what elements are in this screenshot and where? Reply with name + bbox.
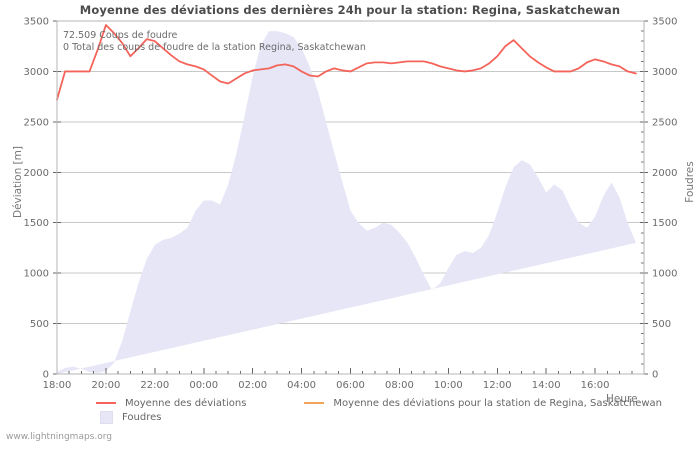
xtick-label-0000: 00:00 <box>189 380 218 391</box>
ytick-label-right-1500: 1500 <box>652 218 677 229</box>
chart-legend: Moyenne des déviations Moyenne des dévia… <box>96 396 666 424</box>
legend-row-1: Moyenne des déviations Moyenne des dévia… <box>96 396 666 410</box>
area-series-strokes <box>57 31 636 375</box>
xtick-label-2200: 22:00 <box>140 380 169 391</box>
ytick-label-left-2500: 2500 <box>24 117 49 128</box>
x-axis-label: Heure <box>606 393 638 405</box>
legend-line-swatch-deviation <box>96 402 116 404</box>
plot-frame <box>56 20 645 375</box>
line-series-deviation <box>56 24 637 101</box>
legend-row-2: Foudres <box>96 410 666 424</box>
annotation-strokes-count: 72.509 Coups de foudre <box>63 30 178 41</box>
legend-label-station-deviation: Moyenne des déviations pour la station d… <box>333 397 663 409</box>
ytick-label-right-3000: 3000 <box>652 67 677 78</box>
xtick-label-1400: 14:00 <box>532 380 561 391</box>
xtick-label-1600: 16:00 <box>581 380 610 391</box>
ytick-label-left-2000: 2000 <box>24 168 49 179</box>
page-title: Moyenne des déviations des dernières 24h… <box>79 3 621 17</box>
xtick-label-1000: 10:00 <box>434 380 463 391</box>
ytick-label-left-3500: 3500 <box>24 17 49 28</box>
legend-item-station-deviation[interactable]: Moyenne des déviations pour la station d… <box>304 396 662 410</box>
ytick-label-right-1000: 1000 <box>652 269 677 280</box>
ytick-label-left-1000: 1000 <box>24 269 49 280</box>
ytick-label-left-0: 0 <box>43 370 49 381</box>
legend-line-swatch-station-deviation <box>304 402 325 404</box>
annotation-station-total: 0 Total des coups de foudre de la statio… <box>63 42 366 53</box>
legend-area-swatch-strokes <box>100 410 113 424</box>
ytick-label-left-500: 500 <box>30 319 49 330</box>
legend-label-deviation: Moyenne des déviations <box>125 397 247 409</box>
legend-label-strokes: Foudres <box>122 411 162 423</box>
xtick-label-0400: 04:00 <box>287 380 316 391</box>
legend-item-deviation[interactable]: Moyenne des déviations <box>96 396 246 410</box>
xtick-label-0800: 08:00 <box>385 380 414 391</box>
ytick-label-right-500: 500 <box>652 319 671 330</box>
y-axis-right-label: Foudres <box>684 161 696 203</box>
ytick-label-right-0: 0 <box>652 370 658 381</box>
xtick-label-1200: 12:00 <box>483 380 512 391</box>
ytick-label-left-1500: 1500 <box>24 218 49 229</box>
site-footer-url: www.lightningmaps.org <box>6 432 112 442</box>
xtick-label-2000: 20:00 <box>92 380 121 391</box>
ytick-label-left-3000: 3000 <box>24 67 49 78</box>
xtick-label-1800: 18:00 <box>43 380 72 391</box>
ytick-label-right-2500: 2500 <box>652 117 677 128</box>
legend-item-strokes[interactable]: Foudres <box>96 410 161 424</box>
y-axis-left-label: Déviation [m] <box>12 146 24 218</box>
ytick-label-right-2000: 2000 <box>652 168 677 179</box>
xtick-label-0600: 06:00 <box>336 380 365 391</box>
xtick-label-0200: 02:00 <box>238 380 267 391</box>
ytick-label-right-3500: 3500 <box>652 17 677 28</box>
